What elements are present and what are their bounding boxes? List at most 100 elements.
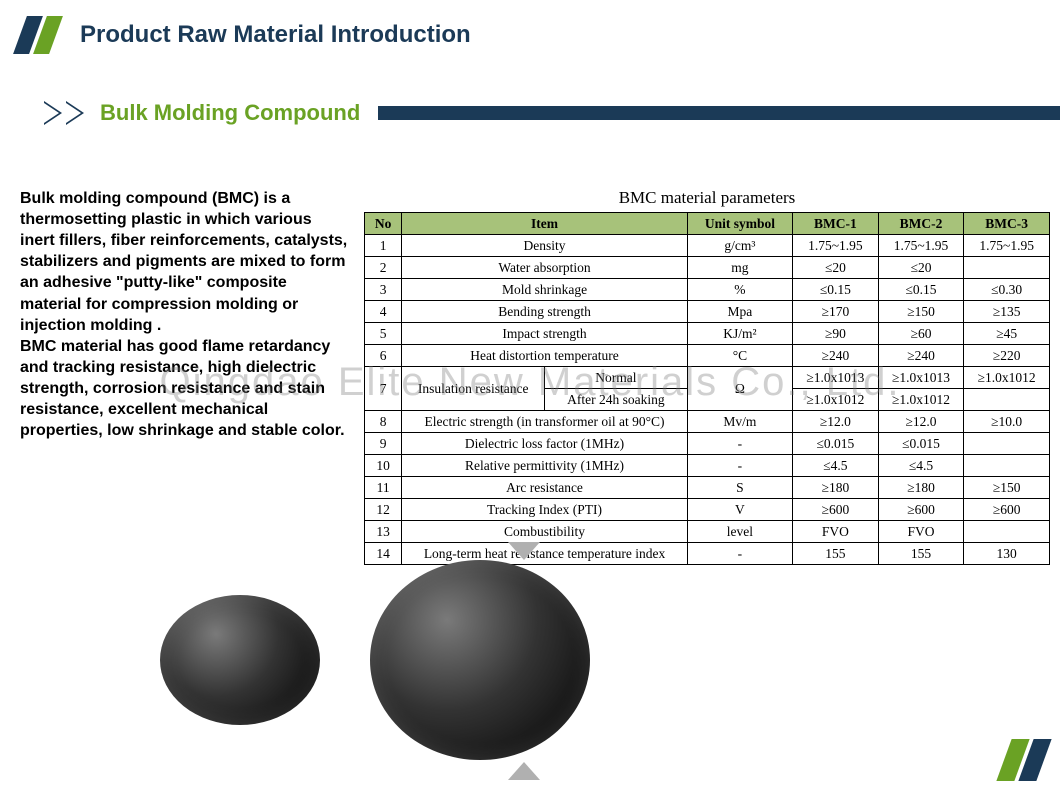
cell-unit: -: [687, 543, 792, 565]
cell-b2: ≤4.5: [878, 455, 964, 477]
cell-item: Arc resistance: [402, 477, 687, 499]
cell-subitem: Normal: [545, 367, 688, 389]
header: Product Raw Material Introduction: [0, 0, 1060, 64]
table-row: 5Impact strengthKJ/m²≥90≥60≥45: [365, 323, 1050, 345]
cell-b1: 155: [793, 543, 879, 565]
table-header-row: No Item Unit symbol BMC-1 BMC-2 BMC-3: [365, 213, 1050, 235]
cell-unit: -: [687, 455, 792, 477]
table-row: 12Tracking Index (PTI)V≥600≥600≥600: [365, 499, 1050, 521]
cell-no: 7: [365, 367, 402, 411]
table-row: 4Bending strengthMpa≥170≥150≥135: [365, 301, 1050, 323]
table-row: 7Insulation resistanceNormalΩ≥1.0x1013≥1…: [365, 367, 1050, 389]
cell-b3: ≥1.0x1012: [964, 367, 1050, 389]
cell-item: Dielectric loss factor (1MHz): [402, 433, 687, 455]
cell-b3: ≥10.0: [964, 411, 1050, 433]
cell-no: 6: [365, 345, 402, 367]
parameters-table: No Item Unit symbol BMC-1 BMC-2 BMC-3 1D…: [364, 212, 1050, 565]
cell-subitem: After 24h soaking: [545, 389, 688, 411]
cell-b1: ≥1.0x1013: [793, 367, 879, 389]
cell-b1: ≥90: [793, 323, 879, 345]
cell-no: 13: [365, 521, 402, 543]
table-row: 2Water absorptionmg≤20≤20: [365, 257, 1050, 279]
cell-b2: 1.75~1.95: [878, 235, 964, 257]
table-row: 13CombustibilitylevelFVOFVO: [365, 521, 1050, 543]
cell-no: 1: [365, 235, 402, 257]
cell-b3: 130: [964, 543, 1050, 565]
cell-item: Mold shrinkage: [402, 279, 687, 301]
section-bar: [378, 106, 1060, 120]
arrow-up-icon: [508, 762, 540, 780]
chevrons-icon: [44, 101, 84, 125]
cell-unit: V: [687, 499, 792, 521]
description-text: Bulk molding compound (BMC) is a thermos…: [20, 188, 350, 565]
cell-b2: ≥150: [878, 301, 964, 323]
table-row: 3Mold shrinkage%≤0.15≤0.15≤0.30: [365, 279, 1050, 301]
cell-unit: -: [687, 433, 792, 455]
table-row: 11Arc resistanceS≥180≥180≥150: [365, 477, 1050, 499]
section-subtitle: Bulk Molding Compound: [100, 100, 360, 126]
cell-no: 8: [365, 411, 402, 433]
cell-b1: ≥600: [793, 499, 879, 521]
cell-b3: [964, 521, 1050, 543]
th-bmc2: BMC-2: [878, 213, 964, 235]
cell-item: Electric strength (in transformer oil at…: [402, 411, 687, 433]
cell-b2: ≥12.0: [878, 411, 964, 433]
table-row: 6Heat distortion temperature°C≥240≥240≥2…: [365, 345, 1050, 367]
cell-b3: ≥135: [964, 301, 1050, 323]
cell-unit: KJ/m²: [687, 323, 792, 345]
cell-b2: 155: [878, 543, 964, 565]
cell-b3: ≤0.30: [964, 279, 1050, 301]
cell-b2: ≤0.015: [878, 433, 964, 455]
table-container: BMC material parameters No Item Unit sym…: [364, 188, 1050, 565]
cell-unit: %: [687, 279, 792, 301]
cell-b1: ≤0.015: [793, 433, 879, 455]
cell-unit: Ω: [687, 367, 792, 411]
table-row: 8Electric strength (in transformer oil a…: [365, 411, 1050, 433]
cell-b3: ≥600: [964, 499, 1050, 521]
cell-no: 4: [365, 301, 402, 323]
cell-b2: ≥60: [878, 323, 964, 345]
material-photos: [160, 560, 590, 760]
cell-no: 12: [365, 499, 402, 521]
cell-unit: °C: [687, 345, 792, 367]
table-row: 9Dielectric loss factor (1MHz)-≤0.015≤0.…: [365, 433, 1050, 455]
cell-b1: ≥170: [793, 301, 879, 323]
cell-item: Density: [402, 235, 687, 257]
cell-b2: ≥1.0x1013: [878, 367, 964, 389]
cell-b3: [964, 433, 1050, 455]
cell-b1: ≤20: [793, 257, 879, 279]
cell-unit: Mpa: [687, 301, 792, 323]
cell-b2: ≤20: [878, 257, 964, 279]
table-title: BMC material parameters: [364, 188, 1050, 208]
cell-no: 9: [365, 433, 402, 455]
cell-b2: ≥180: [878, 477, 964, 499]
cell-item: Bending strength: [402, 301, 687, 323]
description-para2: BMC material has good flame retardancy a…: [20, 338, 345, 439]
cell-item: Tracking Index (PTI): [402, 499, 687, 521]
cell-b1: ≥12.0: [793, 411, 879, 433]
cell-no: 10: [365, 455, 402, 477]
header-logo-icon: [13, 16, 65, 54]
cell-no: 5: [365, 323, 402, 345]
cell-b3: [964, 257, 1050, 279]
cell-b2: FVO: [878, 521, 964, 543]
footer-logo-icon: [996, 739, 1053, 781]
cell-b1: ≤0.15: [793, 279, 879, 301]
th-bmc3: BMC-3: [964, 213, 1050, 235]
material-photo-small: [160, 595, 320, 725]
cell-b1: ≥1.0x1012: [793, 389, 879, 411]
page-title: Product Raw Material Introduction: [80, 21, 471, 49]
cell-unit: Mv/m: [687, 411, 792, 433]
cell-b3: 1.75~1.95: [964, 235, 1050, 257]
cell-b3: [964, 455, 1050, 477]
cell-b1: FVO: [793, 521, 879, 543]
cell-b1: 1.75~1.95: [793, 235, 879, 257]
cell-item: Impact strength: [402, 323, 687, 345]
cell-b2: ≥600: [878, 499, 964, 521]
cell-b2: ≥240: [878, 345, 964, 367]
cell-b3: ≥150: [964, 477, 1050, 499]
cell-b3: ≥45: [964, 323, 1050, 345]
cell-b1: ≥240: [793, 345, 879, 367]
cell-b3: ≥220: [964, 345, 1050, 367]
cell-no: 11: [365, 477, 402, 499]
